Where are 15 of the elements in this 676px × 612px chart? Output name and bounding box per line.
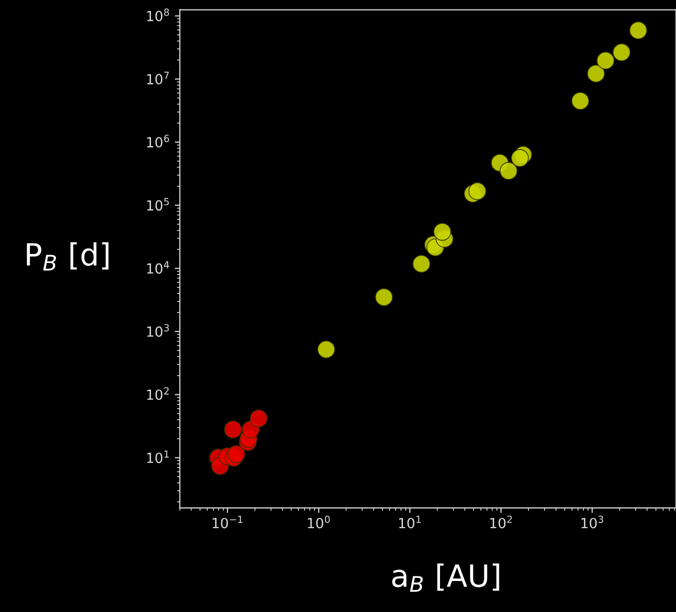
y-tick-label: 10$^{5}$ xyxy=(147,198,169,211)
y-tick-label: 10$^{8}$ xyxy=(147,8,169,22)
y-tick-label: 10$^{4}$ xyxy=(147,261,170,274)
x-tick-label: 10$^{−1}$ xyxy=(212,516,242,528)
y-tick-label: 10$^{1}$ xyxy=(147,450,169,464)
x-tick-label: 10$^{2}$ xyxy=(490,516,512,528)
x-tick-label: 10$^{0}$ xyxy=(308,516,330,528)
y-axis-title: P$_{B}$ [d] xyxy=(26,242,108,270)
x-axis-title: a$_{B}$ [AU] xyxy=(392,564,500,592)
y-tick-label: 10$^{7}$ xyxy=(147,72,169,84)
x-tick-label: 10$^{1}$ xyxy=(399,516,421,528)
x-tick-label: 10$^{3}$ xyxy=(582,516,604,528)
y-tick-label: 10$^{3}$ xyxy=(147,324,169,337)
y-tick-label: 10$^{2}$ xyxy=(147,387,169,400)
y-tick-label: 10$^{6}$ xyxy=(147,134,170,148)
